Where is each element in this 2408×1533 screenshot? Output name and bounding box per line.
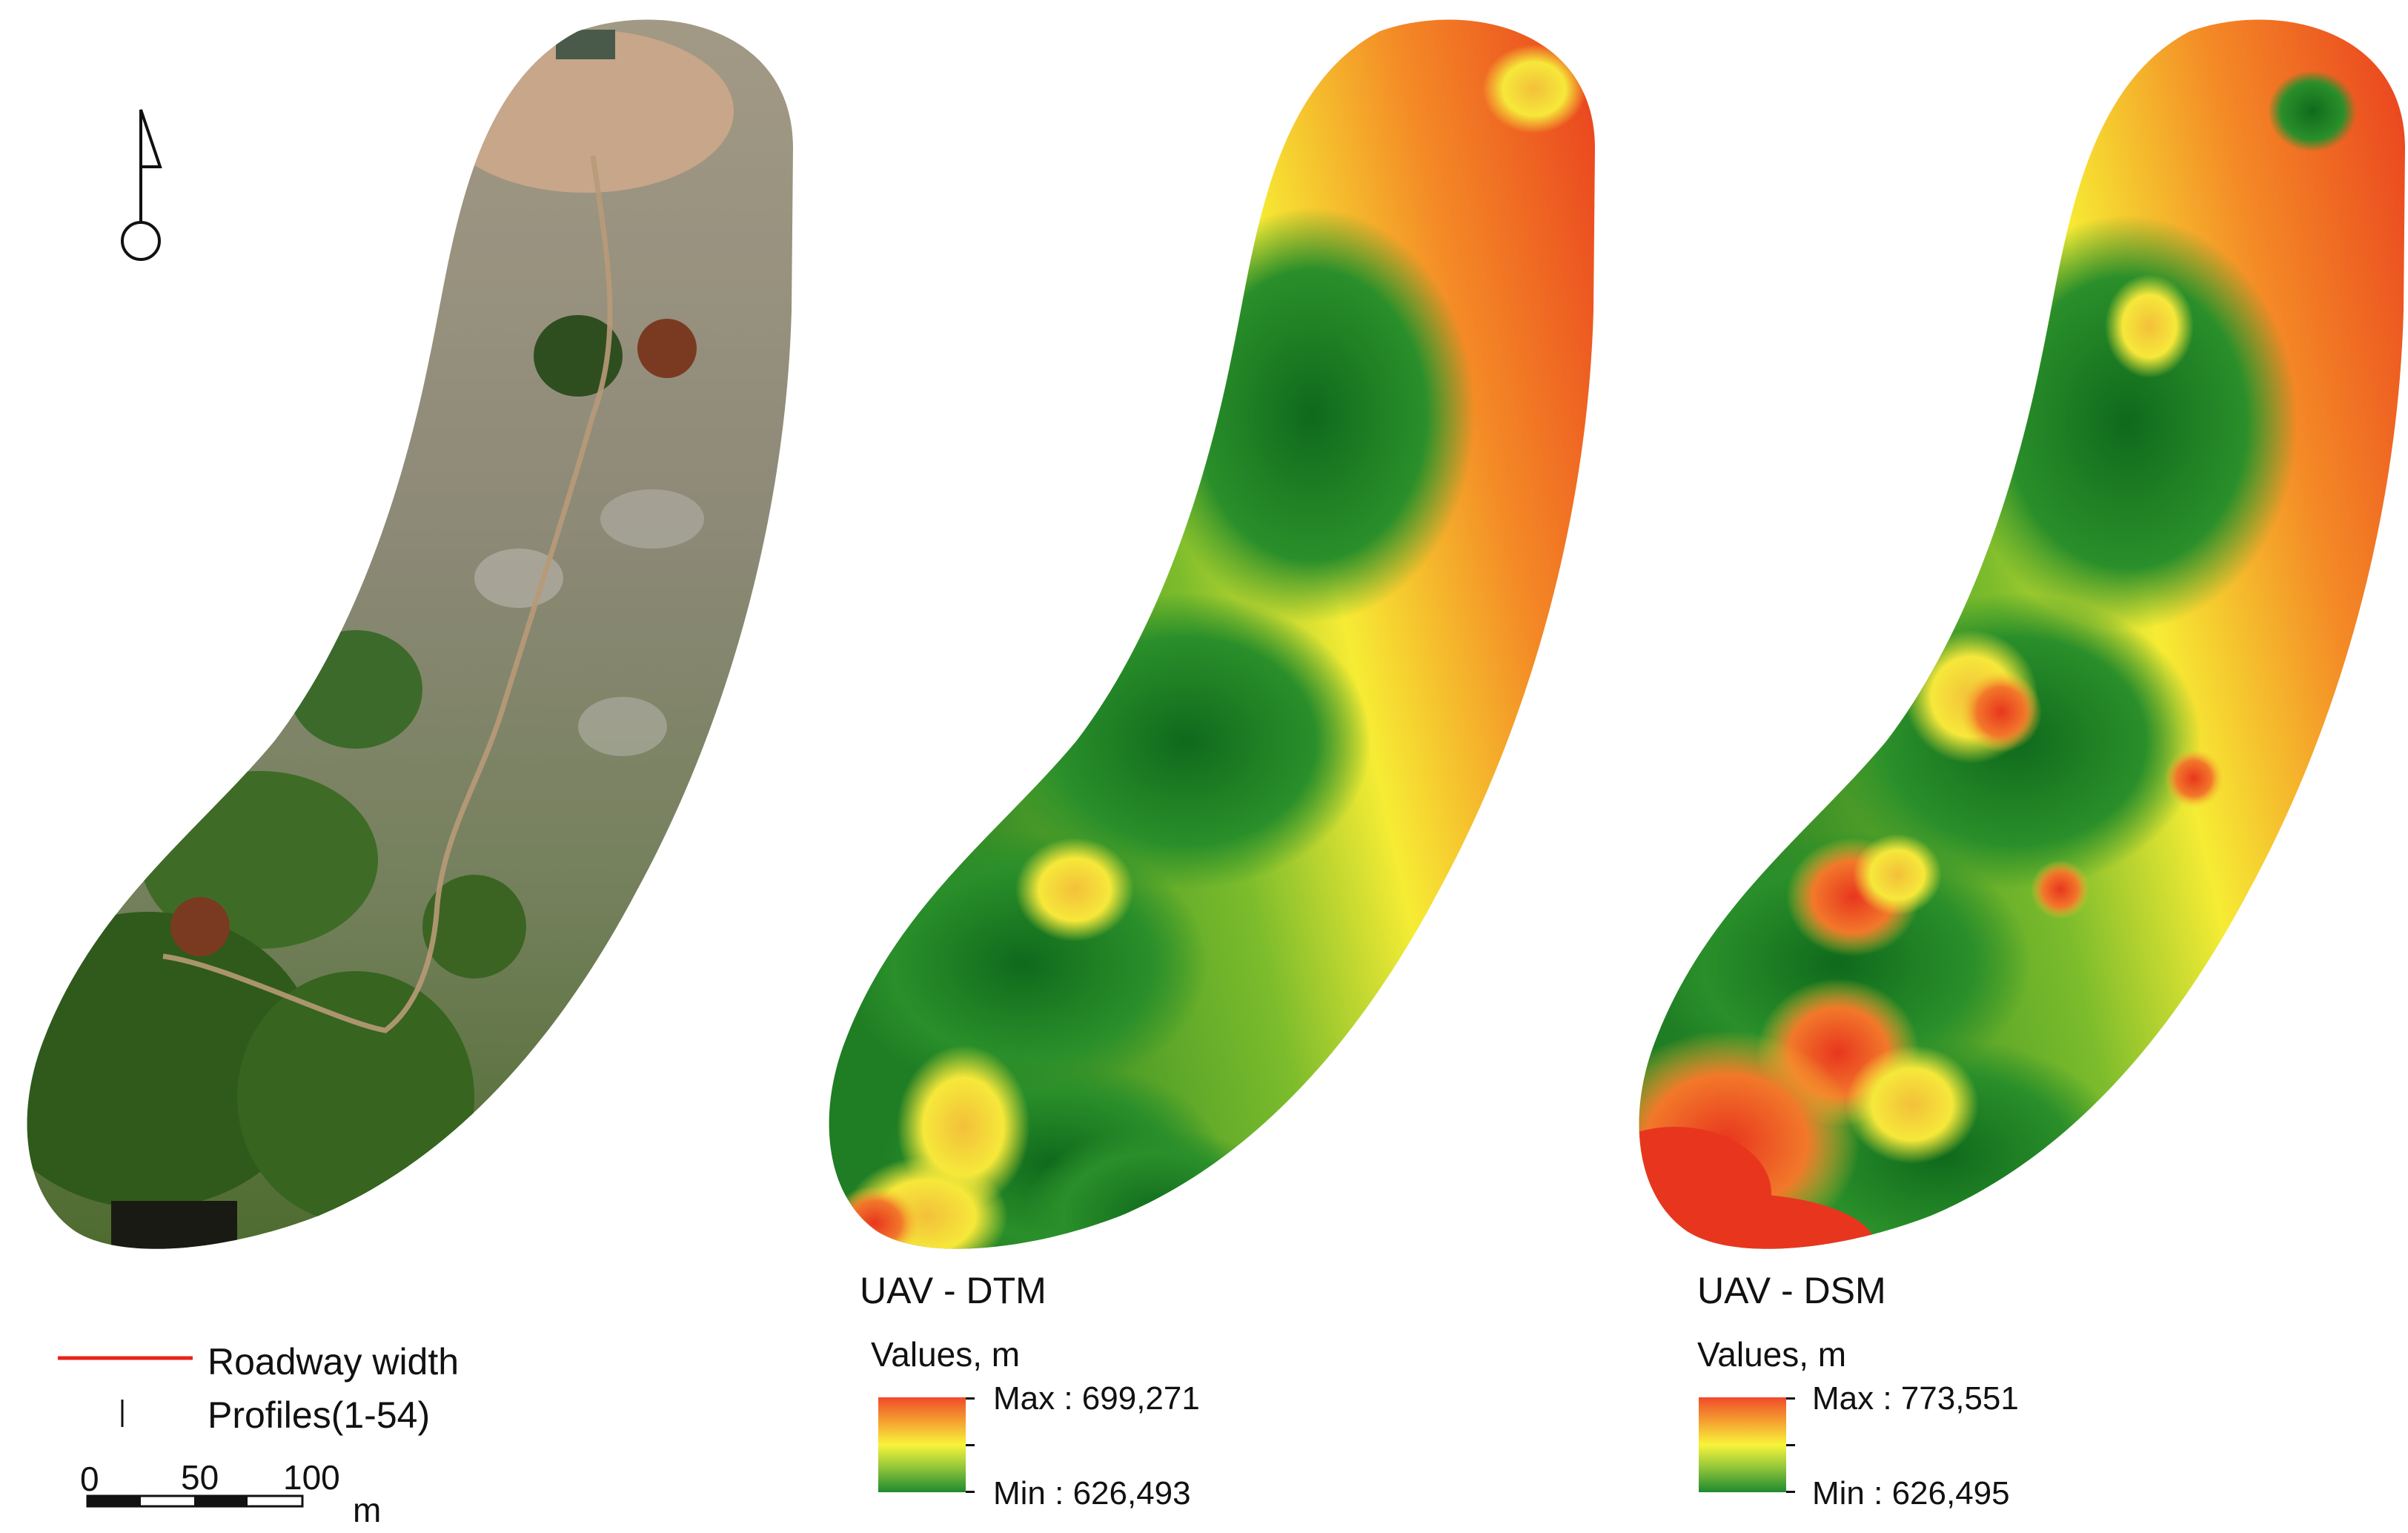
scale-label-0: 0 (80, 1460, 99, 1498)
north-arrow-icon (121, 109, 162, 261)
dsm-title: UAV - DSM (1697, 1270, 1886, 1311)
dsm-max-label: Max : 773,551 (1812, 1380, 2019, 1417)
dsm-map (1639, 19, 2406, 1249)
scale-label-50: 50 (181, 1458, 219, 1497)
roadway-path (162, 155, 613, 1033)
scale-bar (86, 1494, 304, 1508)
dsm-units: Values, m (1697, 1335, 1847, 1374)
scale-label-100: 100 (283, 1458, 340, 1497)
dsm-min-label: Min : 626,495 (1812, 1475, 2010, 1512)
scale-unit: m (353, 1491, 382, 1529)
dsm-color-ramp (1699, 1397, 1786, 1492)
dtm-min-label: Min : 626,493 (993, 1475, 1191, 1512)
dtm-color-ramp (878, 1397, 966, 1492)
legend-profiles-label: Profiles(1-54) (208, 1394, 431, 1436)
legend-roadway-label: Roadway width (208, 1341, 460, 1383)
dtm-units: Values, m (871, 1335, 1021, 1374)
orthophoto-panel (27, 19, 794, 1249)
dtm-max-label: Max : 699,271 (993, 1380, 1200, 1417)
dtm-map (829, 19, 1596, 1249)
dtm-title: UAV - DTM (860, 1270, 1047, 1311)
